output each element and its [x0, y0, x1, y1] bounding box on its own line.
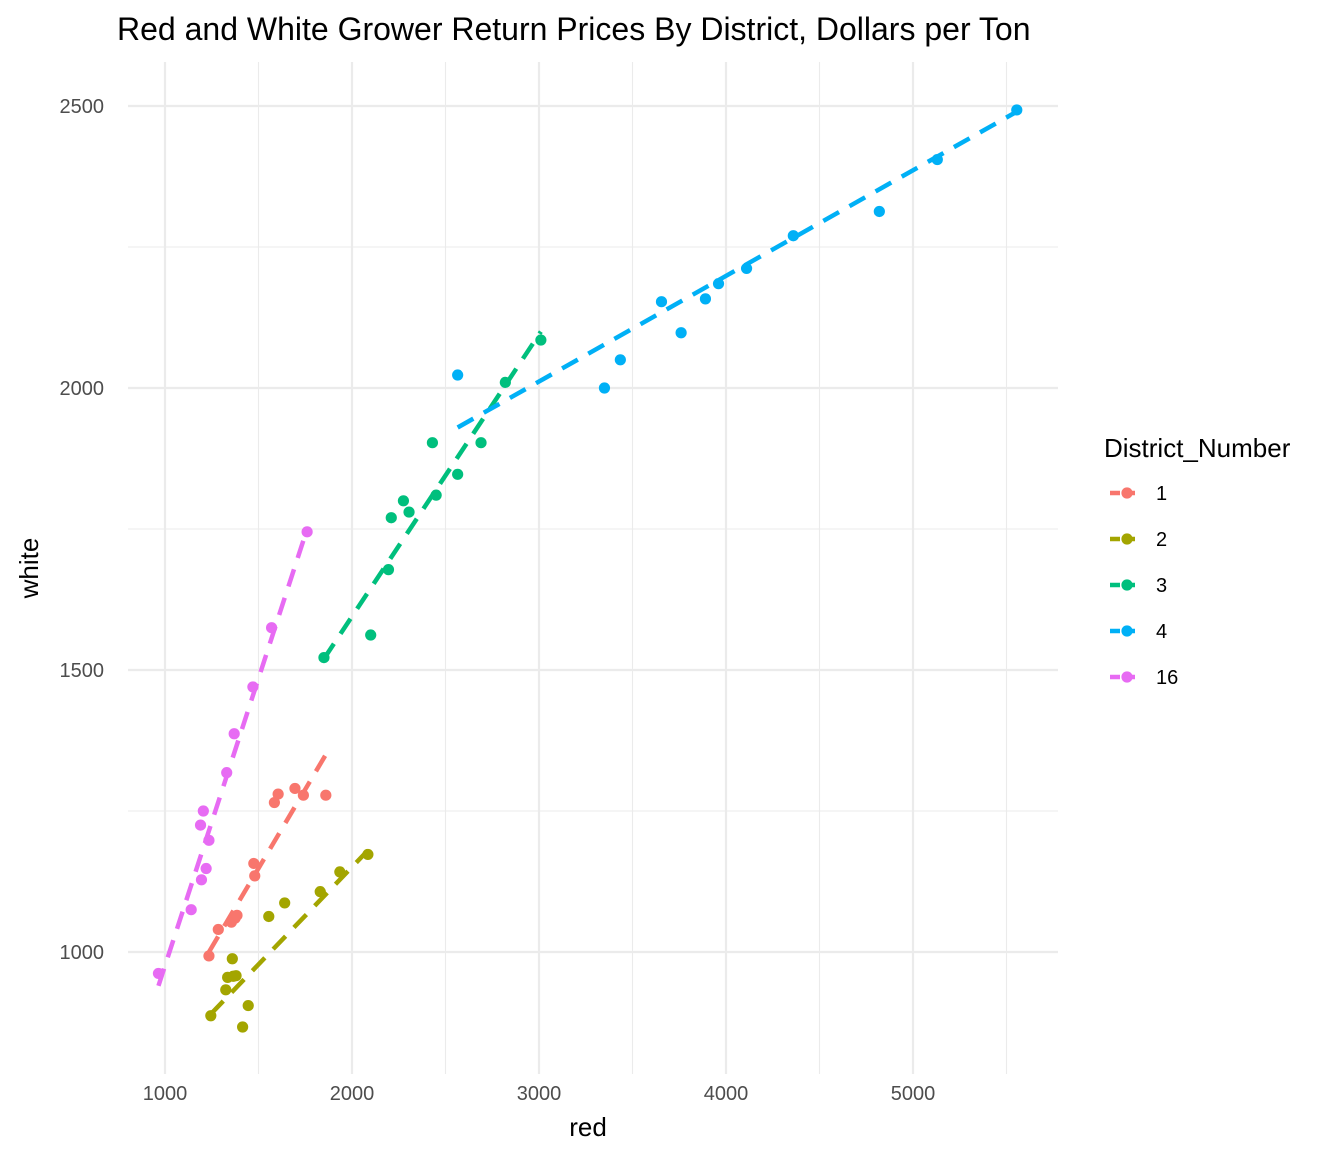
data-point-district-4 — [452, 369, 464, 381]
data-point-district-16 — [195, 874, 208, 886]
data-point-district-2 — [314, 886, 326, 898]
data-point-district-2 — [237, 1021, 249, 1033]
y-axis-title: white — [14, 538, 44, 600]
legend-label: 1 — [1156, 483, 1167, 505]
data-point-district-16 — [221, 767, 233, 779]
data-point-district-1 — [249, 870, 261, 882]
data-point-district-2 — [205, 1010, 217, 1022]
legend-label: 4 — [1156, 621, 1167, 643]
data-point-district-1 — [272, 788, 284, 800]
x-tick-label: 5000 — [891, 1083, 936, 1105]
data-point-district-2 — [226, 953, 238, 965]
data-point-district-3 — [403, 506, 415, 518]
data-point-district-1 — [289, 782, 301, 795]
legend: District_Number 1 2 3 4 16 — [1104, 433, 1291, 689]
data-point-district-3 — [499, 376, 511, 388]
data-point-district-16 — [228, 728, 240, 740]
legend-key-point — [1121, 625, 1133, 637]
legend-key-point — [1121, 579, 1133, 591]
data-point-district-3 — [382, 564, 395, 576]
x-axis-ticks: 1000 2000 3000 4000 5000 — [143, 1083, 936, 1105]
data-point-district-2 — [279, 897, 291, 909]
data-point-district-3 — [365, 629, 377, 641]
x-axis-title: red — [569, 1112, 607, 1142]
data-point-district-1 — [231, 909, 243, 921]
data-point-district-3 — [475, 437, 487, 449]
data-point-district-1 — [212, 923, 224, 936]
data-point-district-16 — [200, 862, 212, 875]
fit-line-district-16 — [156, 528, 310, 987]
data-point-district-4 — [655, 296, 668, 308]
data-point-district-2 — [263, 910, 275, 923]
data-points — [152, 104, 1023, 1033]
data-point-district-1 — [320, 789, 332, 801]
grid — [128, 62, 1058, 1074]
data-point-district-4 — [931, 153, 943, 166]
legend-key-point — [1121, 487, 1133, 499]
data-point-district-1 — [203, 950, 215, 962]
fit-line-district-4 — [456, 109, 1018, 430]
data-point-district-4 — [740, 262, 753, 275]
data-point-district-1 — [248, 857, 260, 870]
data-point-district-4 — [1011, 104, 1023, 116]
legend-key-point — [1121, 533, 1133, 545]
data-point-district-3 — [426, 437, 439, 449]
data-point-district-16 — [265, 622, 278, 634]
legend-title: District_Number — [1104, 433, 1291, 463]
chart-title: Red and White Grower Return Prices By Di… — [117, 11, 1031, 47]
data-point-district-2 — [362, 848, 374, 861]
data-point-district-2 — [334, 866, 346, 878]
x-tick-label: 4000 — [704, 1083, 749, 1105]
data-point-district-1 — [268, 796, 280, 809]
x-tick-label: 1000 — [143, 1083, 188, 1105]
legend-label: 16 — [1156, 667, 1178, 689]
x-tick-label: 2000 — [330, 1083, 375, 1105]
data-point-district-3 — [385, 512, 397, 524]
data-point-district-16 — [301, 526, 313, 538]
y-axis-ticks: 1000 1500 2000 2500 — [60, 96, 105, 964]
data-point-district-3 — [318, 651, 330, 664]
y-tick-label: 1000 — [60, 942, 105, 964]
data-point-district-3 — [535, 334, 547, 346]
legend-key-point — [1121, 671, 1133, 683]
data-point-district-2 — [230, 970, 242, 982]
data-point-district-4 — [699, 293, 712, 305]
data-point-district-3 — [452, 468, 464, 480]
data-point-district-16 — [203, 834, 215, 846]
data-point-district-2 — [242, 999, 254, 1012]
data-point-district-4 — [873, 205, 885, 218]
data-point-district-2 — [220, 984, 232, 996]
fit-line-district-2 — [209, 848, 370, 1016]
data-point-district-4 — [675, 327, 687, 339]
data-point-district-16 — [247, 681, 259, 693]
legend-label: 3 — [1156, 575, 1167, 597]
data-point-district-4 — [787, 230, 799, 242]
legend-label: 2 — [1156, 529, 1167, 551]
data-point-district-16 — [194, 819, 207, 831]
data-point-district-1 — [297, 789, 309, 801]
data-point-district-3 — [397, 495, 410, 507]
x-tick-label: 3000 — [517, 1083, 562, 1105]
data-point-district-16 — [185, 904, 197, 916]
data-point-district-4 — [712, 278, 725, 290]
data-point-district-16 — [197, 805, 209, 817]
y-tick-label: 2500 — [60, 96, 105, 118]
y-tick-label: 2000 — [60, 378, 105, 400]
data-point-district-16 — [152, 967, 165, 980]
data-point-district-4 — [614, 354, 626, 366]
data-point-district-3 — [430, 489, 442, 501]
data-point-district-4 — [598, 382, 611, 394]
y-tick-label: 1500 — [60, 660, 105, 682]
